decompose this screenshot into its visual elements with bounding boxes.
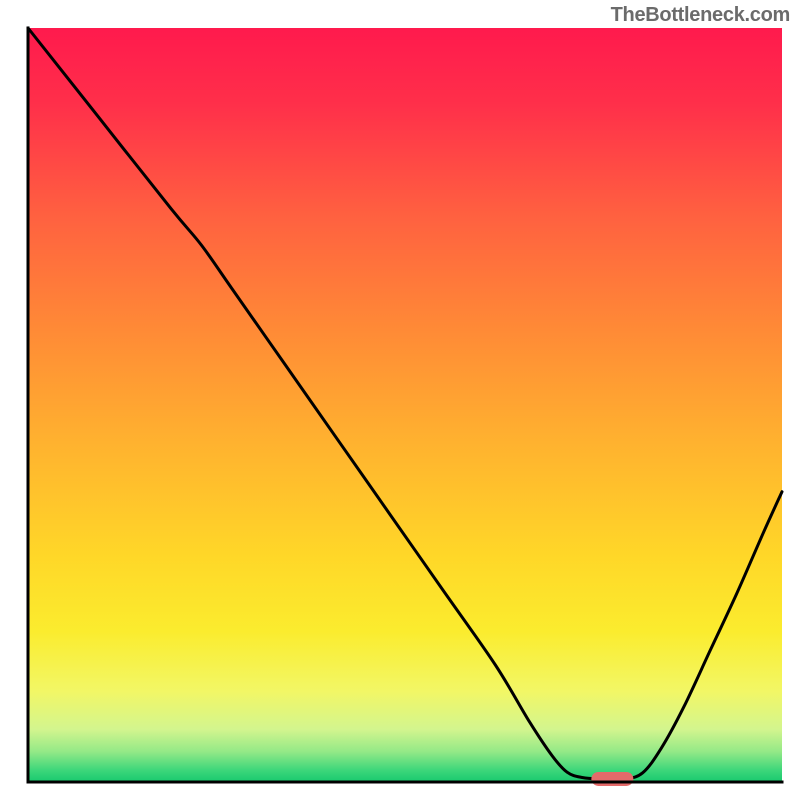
gradient-background [28, 28, 782, 782]
optimal-marker [591, 772, 633, 786]
chart-container: TheBottleneck.com [0, 0, 800, 800]
watermark-text: TheBottleneck.com [611, 4, 790, 27]
bottleneck-chart [0, 0, 800, 800]
